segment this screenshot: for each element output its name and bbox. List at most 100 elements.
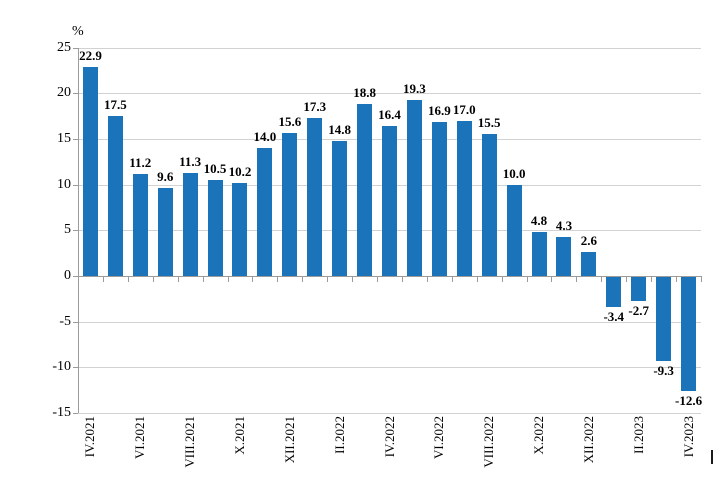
x-tick-label: IV.2021 bbox=[82, 416, 98, 458]
x-axis-tick bbox=[626, 275, 628, 282]
bar bbox=[157, 188, 173, 276]
x-tick-label: XII.2021 bbox=[281, 416, 297, 464]
bar bbox=[656, 275, 672, 361]
bar-value-label: -12.6 bbox=[674, 393, 703, 409]
x-axis-tick bbox=[651, 275, 653, 282]
y-tick-label: -15 bbox=[52, 405, 71, 420]
bar-value-label: 14.0 bbox=[253, 129, 277, 145]
y-tick-label: -5 bbox=[59, 313, 71, 329]
y-tick-label: 15 bbox=[57, 130, 71, 146]
bar-value-label: 18.8 bbox=[353, 85, 376, 101]
y-tick-label: 20 bbox=[57, 85, 71, 101]
bar-value-label: 22.9 bbox=[79, 47, 102, 63]
x-axis-tick bbox=[551, 275, 553, 282]
bar bbox=[631, 275, 647, 301]
bar-value-label: 17.5 bbox=[104, 97, 127, 113]
bar-value-label: 4.8 bbox=[530, 213, 548, 229]
bar bbox=[107, 116, 123, 276]
bar bbox=[282, 133, 298, 276]
x-axis-tick bbox=[401, 275, 403, 282]
bar-value-label: 11.3 bbox=[179, 153, 202, 169]
x-tick-label: VI.2021 bbox=[132, 416, 148, 459]
y-tick-label: 10 bbox=[57, 176, 71, 192]
y-axis-tick bbox=[73, 321, 78, 323]
x-axis-tick bbox=[601, 275, 603, 282]
y-axis-tick bbox=[73, 93, 78, 95]
bar bbox=[132, 173, 148, 276]
bar bbox=[406, 99, 422, 276]
x-axis-tick bbox=[377, 275, 379, 282]
y-axis-tick bbox=[73, 184, 78, 186]
x-axis-tick bbox=[127, 275, 129, 282]
y-tick-label: 0 bbox=[64, 267, 71, 283]
y-gridline bbox=[78, 367, 701, 369]
bar bbox=[506, 184, 522, 276]
bar bbox=[581, 252, 597, 276]
y-axis-tick bbox=[73, 138, 78, 140]
y-gridline bbox=[78, 413, 701, 414]
bar bbox=[257, 148, 273, 276]
bar-value-label: 10.0 bbox=[502, 165, 526, 181]
x-tick-label: VIII.2022 bbox=[481, 416, 497, 468]
y-tick-label: 5 bbox=[64, 222, 71, 238]
bar-value-label: 14.8 bbox=[328, 121, 352, 137]
bar-value-label: 15.6 bbox=[278, 114, 302, 130]
bar-value-label: 10.5 bbox=[203, 161, 227, 177]
y-axis-tick bbox=[73, 413, 78, 414]
bar-value-label: 16.4 bbox=[378, 107, 401, 123]
y-tick-label: -10 bbox=[52, 359, 71, 375]
x-axis-tick bbox=[102, 275, 104, 282]
y-axis-line bbox=[78, 47, 79, 413]
bar-value-label: 2.6 bbox=[580, 233, 597, 249]
x-axis-tick bbox=[501, 275, 503, 282]
x-tick-label: VI.2022 bbox=[431, 416, 447, 459]
x-axis-tick bbox=[277, 275, 279, 282]
bar-value-label: 9.6 bbox=[157, 169, 174, 185]
bar-value-label: -2.7 bbox=[628, 302, 649, 318]
x-axis-tick bbox=[227, 275, 229, 282]
y-axis-unit-label: % bbox=[72, 24, 84, 39]
y-axis-tick bbox=[73, 367, 78, 369]
y-axis-tick bbox=[73, 230, 78, 232]
bar bbox=[357, 104, 373, 276]
x-axis-tick bbox=[576, 275, 578, 282]
bar bbox=[481, 134, 497, 276]
y-axis-tick bbox=[73, 275, 78, 277]
x-tick-label: XII.2022 bbox=[580, 416, 596, 464]
bar bbox=[82, 66, 98, 276]
bar bbox=[606, 275, 622, 308]
x-tick-label: IV.2023 bbox=[680, 416, 696, 458]
bar bbox=[681, 275, 697, 392]
x-axis-tick bbox=[302, 275, 304, 282]
x-tick-label: II.2023 bbox=[630, 416, 646, 454]
bar-value-label: 17.0 bbox=[452, 101, 476, 117]
y-tick-label: 25 bbox=[57, 39, 71, 55]
x-tick-label: X.2021 bbox=[231, 416, 247, 455]
x-axis-tick bbox=[152, 275, 154, 282]
bar-value-label: 4.3 bbox=[555, 217, 573, 233]
bar bbox=[332, 140, 348, 276]
x-axis-tick bbox=[476, 275, 478, 282]
x-axis-tick bbox=[426, 275, 428, 282]
bar bbox=[182, 172, 198, 276]
x-tick-label: VIII.2021 bbox=[182, 416, 198, 468]
x-axis-tick bbox=[327, 275, 329, 282]
zero-axis-line bbox=[78, 275, 702, 277]
bar bbox=[382, 126, 397, 276]
x-tick-label: II.2022 bbox=[331, 416, 347, 454]
x-axis-tick bbox=[202, 275, 204, 282]
bar-value-label: -3.4 bbox=[603, 309, 625, 325]
bar-value-label: 11.2 bbox=[129, 154, 152, 170]
bar bbox=[456, 120, 472, 276]
x-axis-tick bbox=[451, 275, 453, 282]
x-axis-tick bbox=[526, 275, 528, 282]
x-axis-tick bbox=[352, 275, 354, 282]
x-tick-label: IV.2022 bbox=[381, 416, 397, 458]
stray-mark bbox=[711, 450, 713, 464]
bar-value-label: 15.5 bbox=[477, 115, 501, 131]
bar bbox=[207, 180, 223, 276]
y-axis-tick bbox=[73, 47, 78, 49]
bar-value-label: 19.3 bbox=[403, 80, 426, 96]
bar bbox=[307, 117, 323, 276]
